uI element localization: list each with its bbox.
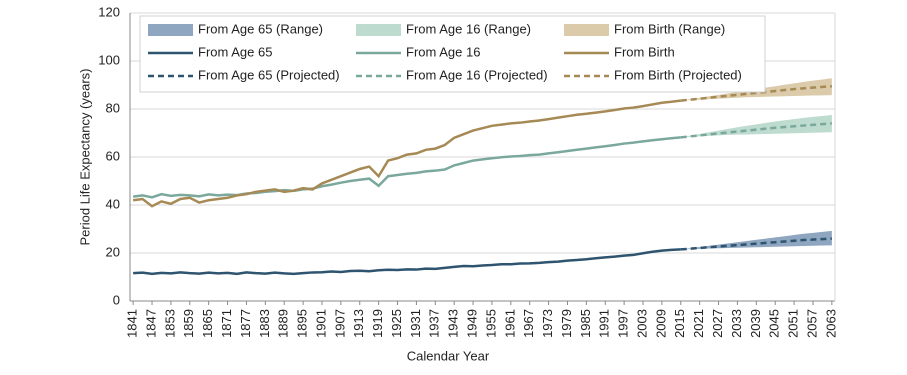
x-tick-label: 2021 <box>691 309 706 338</box>
x-tick-label: 2057 <box>804 309 819 338</box>
x-tick-label: 1847 <box>143 309 158 338</box>
x-tick-label: 1901 <box>313 309 328 338</box>
y-tick-label: 0 <box>113 292 120 307</box>
legend-swatch <box>148 24 193 36</box>
x-tick-label: 2015 <box>672 309 687 338</box>
x-tick-label: 1919 <box>370 309 385 338</box>
x-tick-label: 2051 <box>786 309 801 338</box>
x-tick-label: 1841 <box>125 309 140 338</box>
series-line <box>132 136 681 199</box>
x-tick-label: 1883 <box>257 309 272 338</box>
legend-label: From Age 65 (Range) <box>198 21 323 36</box>
x-tick-label: 1871 <box>219 309 234 338</box>
x-tick-label: 2009 <box>653 309 668 338</box>
x-tick-label: 1865 <box>200 309 215 338</box>
x-tick-label: 1913 <box>351 309 366 338</box>
legend-label: From Birth (Projected) <box>614 67 742 82</box>
range-band <box>680 230 832 250</box>
legend-label: From Age 65 (Projected) <box>198 67 340 82</box>
y-tick-label: 20 <box>106 244 120 259</box>
x-tick-label: 1859 <box>181 309 196 338</box>
legend-swatch <box>564 24 609 36</box>
x-tick-label: 1961 <box>502 309 517 338</box>
series-line <box>680 122 832 139</box>
x-tick-label: 1997 <box>616 309 631 338</box>
x-tick-label: 1877 <box>238 309 253 338</box>
legend-swatch <box>356 24 401 36</box>
legend-label: From Age 65 <box>198 44 272 59</box>
y-axis-title: Period Life Expectancy (years) <box>77 68 92 245</box>
x-tick-label: 2063 <box>823 309 838 338</box>
x-tick-label: 2045 <box>767 309 782 338</box>
x-tick-label: 1943 <box>446 309 461 338</box>
plot <box>132 78 832 276</box>
legend: From Age 65 (Range) From Age 16 (Range) Fr… <box>139 15 766 93</box>
x-tick-label: 1895 <box>295 309 310 338</box>
x-tick-label: 2033 <box>729 309 744 338</box>
x-tick-label: 1931 <box>408 309 423 338</box>
x-tick-label: 1937 <box>427 309 442 338</box>
x-tick-label: 1985 <box>578 309 593 338</box>
x-tick-label: 1907 <box>332 309 347 338</box>
legend-label: From Age 16 (Range) <box>406 21 531 36</box>
y-tick-label: 100 <box>98 52 120 67</box>
legend-label: From Birth (Range) <box>614 21 725 36</box>
legend-label: From Birth <box>614 44 675 59</box>
legend-label: From Age 16 <box>406 44 480 59</box>
x-tick-label: 1949 <box>464 309 479 338</box>
series-line <box>680 237 832 251</box>
x-tick-label: 1973 <box>540 309 555 338</box>
legend-box <box>139 15 766 93</box>
x-tick-label: 1925 <box>389 309 404 338</box>
x-tick-label: 2003 <box>634 309 649 338</box>
y-tick-label: 120 <box>98 4 120 19</box>
x-tick-label: 2039 <box>748 309 763 338</box>
y-tick-label: 80 <box>106 100 120 115</box>
x-tick-label: 1955 <box>483 309 498 338</box>
series-line <box>132 99 681 208</box>
x-tick-label: 1853 <box>162 309 177 338</box>
x-tick-label: 1991 <box>597 309 612 338</box>
x-tick-label: 1967 <box>521 309 536 338</box>
x-tick-label: 1889 <box>276 309 291 338</box>
y-tick-label: 60 <box>106 148 120 163</box>
x-tick-label: 2027 <box>710 309 725 338</box>
legend-label: From Age 16 (Projected) <box>406 67 548 82</box>
range-band <box>680 115 832 138</box>
series-line <box>133 248 681 276</box>
x-axis-title: Calendar Year <box>407 348 490 363</box>
y-tick-label: 40 <box>106 196 120 211</box>
axes: 0 20 40 60 80 100 120 1841 1847 1853 1859 1865 1871 1… <box>98 4 838 337</box>
series-line <box>680 84 832 102</box>
x-tick-label: 1979 <box>559 309 574 338</box>
